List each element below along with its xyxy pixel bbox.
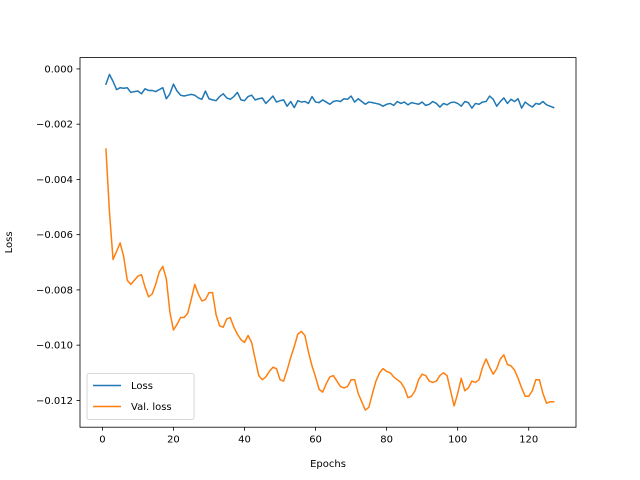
y-tick-label: 0.000 xyxy=(44,64,73,75)
legend: Loss Val. loss xyxy=(86,373,195,420)
series-layer xyxy=(104,73,555,411)
series-line-val-loss xyxy=(105,148,555,411)
x-tick-label: 20 xyxy=(167,435,180,446)
legend-label-loss: Loss xyxy=(131,381,153,392)
y-tick-label: −0.002 xyxy=(36,120,73,131)
x-tick-label: 120 xyxy=(519,435,538,446)
x-tick-label: 80 xyxy=(380,435,393,446)
x-tick-label: 60 xyxy=(309,435,322,446)
x-tick-label: 40 xyxy=(238,435,251,446)
y-tick-label: −0.010 xyxy=(36,341,73,352)
y-tick-label: −0.006 xyxy=(36,230,73,241)
x-tick-label: 100 xyxy=(448,435,467,446)
series-line-loss xyxy=(104,73,555,109)
x-axis-label: Epochs xyxy=(310,459,346,470)
y-axis-label: Loss xyxy=(4,231,15,253)
plot-frame xyxy=(79,57,577,428)
ticks-layer: 0 20 40 60 80 100 120 0.000 −0.002 −0.004 −0.006 −0… xyxy=(36,64,538,445)
plot-area xyxy=(80,57,576,428)
legend-label-val-loss: Val. loss xyxy=(131,402,172,413)
y-tick-label: −0.004 xyxy=(36,175,73,186)
x-tick-label: 0 xyxy=(99,435,105,446)
y-tick-label: −0.008 xyxy=(36,285,73,296)
y-tick-label: −0.012 xyxy=(36,396,73,407)
